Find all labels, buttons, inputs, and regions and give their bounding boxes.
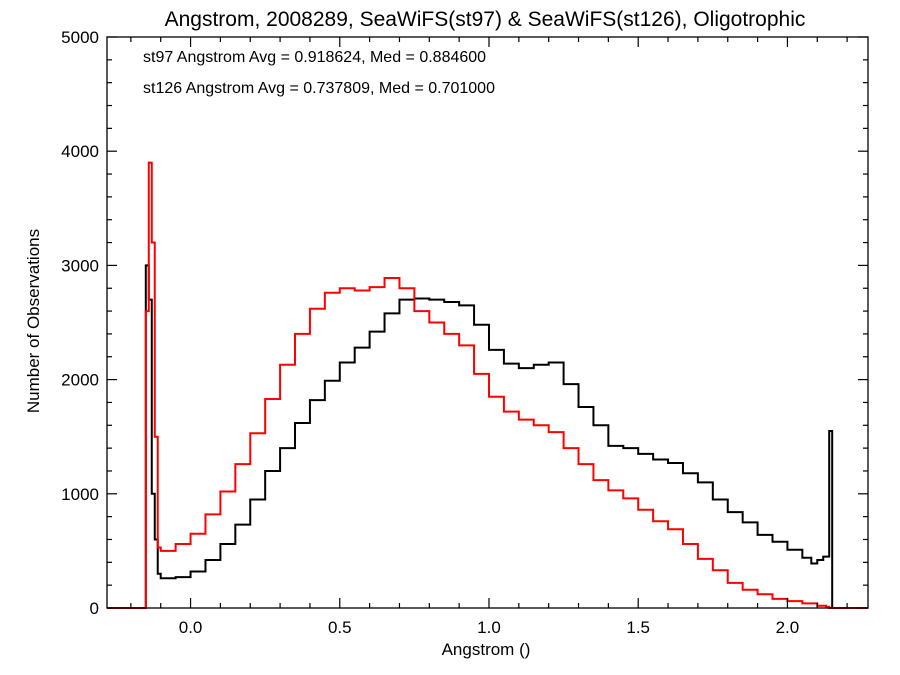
plot-frame (106, 36, 869, 609)
x-tick-label: 0.0 (179, 618, 203, 637)
series-line-1 (107, 161, 868, 609)
y-tick-label: 3000 (61, 256, 99, 275)
annotation-st97-stats: st97 Angstrom Avg = 0.918624, Med = 0.88… (143, 49, 486, 66)
annotation-st126-stats: st126 Angstrom Avg = 0.737809, Med = 0.7… (143, 80, 495, 97)
x-tick-label: 0.5 (328, 618, 352, 637)
x-axis-label: Angstrom () (442, 640, 531, 659)
y-tick-label: 2000 (61, 371, 99, 390)
y-axis: 0 1000 2000 3000 4000 5000 (61, 28, 868, 618)
y-tick-label: 0 (90, 599, 99, 618)
y-tick-label: 4000 (61, 142, 99, 161)
x-tick-label: 1.0 (477, 618, 501, 637)
x-tick-label: 1.5 (626, 618, 650, 637)
y-tick-label: 5000 (61, 28, 99, 47)
chart-title: Angstrom, 2008289, SeaWiFS(st97) & SeaWi… (165, 8, 806, 31)
x-tick-label: 2.0 (776, 618, 800, 637)
series-line-0 (107, 264, 868, 609)
y-axis-label: Number of Observations (24, 229, 43, 413)
y-tick-label: 1000 (61, 485, 99, 504)
series-layer (107, 161, 868, 609)
x-axis: 0.0 0.5 1.0 1.5 2.0 (130, 37, 848, 637)
